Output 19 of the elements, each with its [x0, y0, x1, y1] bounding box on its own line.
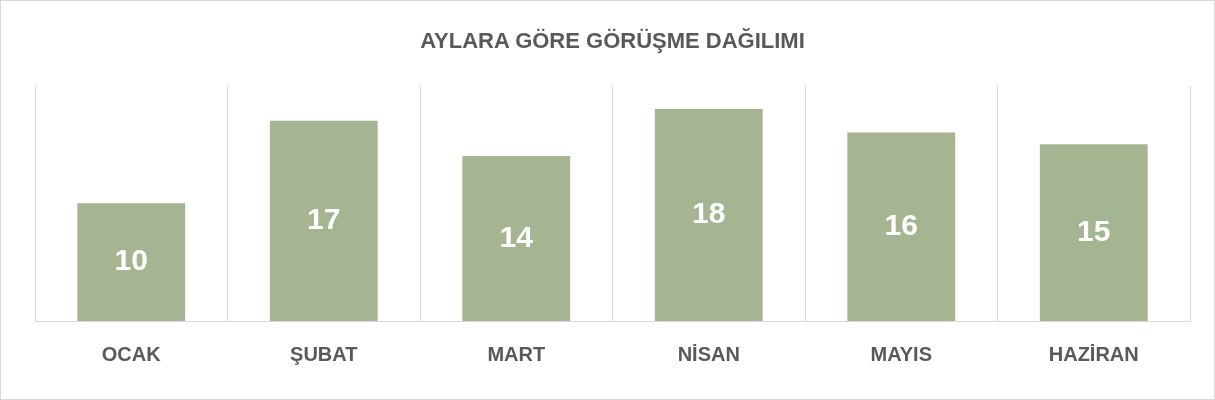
bar: [1039, 144, 1148, 321]
x-tick-label: HAZİRAN: [1048, 342, 1139, 365]
bar: [269, 120, 378, 321]
data-label: 14: [499, 219, 534, 253]
x-tick-label: MAYIS: [870, 342, 933, 365]
data-label: 15: [1077, 213, 1111, 247]
data-label: 10: [114, 243, 148, 277]
x-tick-label: OCAK: [101, 342, 162, 365]
bar: [77, 203, 186, 321]
x-tick-label: ŞUBAT: [290, 342, 358, 365]
data-label: 18: [692, 196, 726, 230]
data-label: 17: [307, 202, 341, 236]
x-tick-label: MART: [487, 342, 546, 365]
bar: [462, 156, 571, 321]
x-tick-label: NİSAN: [677, 342, 740, 365]
data-label: 16: [884, 208, 918, 242]
chart-title: AYLARA GÖRE GÖRÜŞME DAĞILIMI: [420, 28, 805, 54]
bar: [654, 108, 763, 321]
bar: [847, 132, 956, 321]
